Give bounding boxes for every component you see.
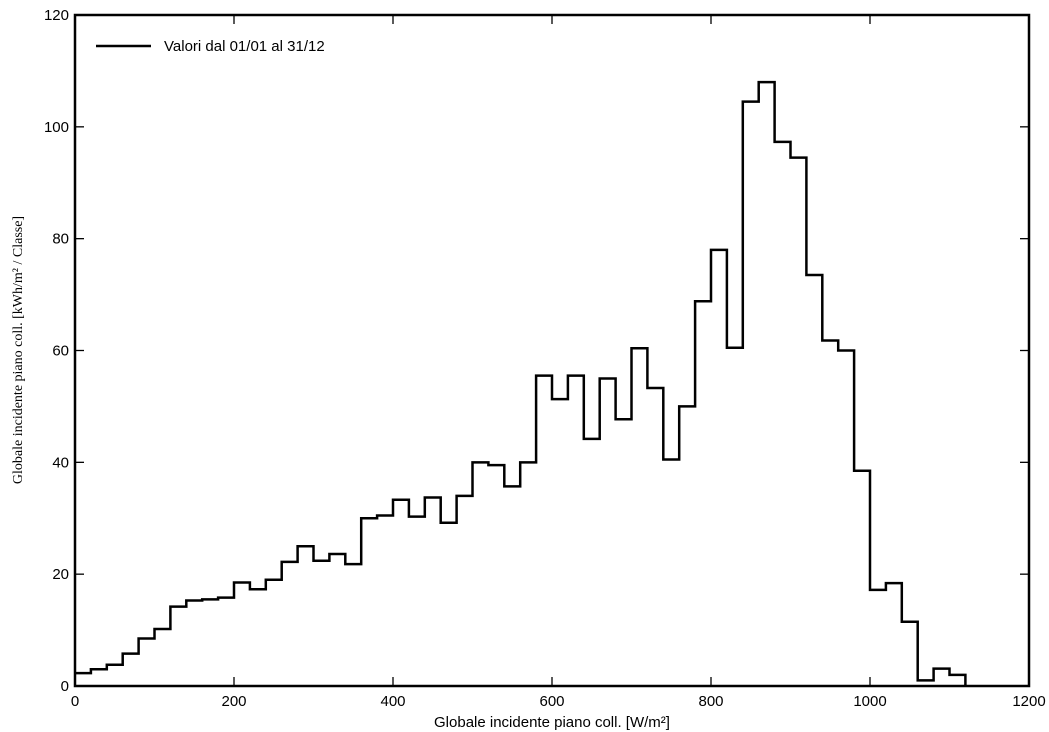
x-tick-label: 0	[71, 693, 79, 710]
y-tick-label: 40	[52, 454, 69, 471]
x-tick-label: 200	[221, 693, 246, 710]
y-tick-label: 80	[52, 231, 69, 248]
legend: Valori dal 01/01 al 31/12	[96, 38, 325, 55]
y-tick-label: 60	[52, 343, 69, 360]
series-histogram-line	[75, 80, 967, 686]
legend-label: Valori dal 01/01 al 31/12	[164, 38, 325, 55]
y-tick-label: 20	[52, 566, 69, 583]
x-tick-label: 400	[380, 693, 405, 710]
y-tick-label: 0	[61, 678, 69, 695]
ticks-layer: 0 200 400 600 800 1000 1200 0 20 40 60 80 100 120	[44, 7, 1046, 710]
plot-area-frame	[73, 13, 1031, 688]
y-tick-label: 100	[44, 119, 69, 136]
x-tick-label: 1200	[1012, 693, 1045, 710]
x-tick-label: 800	[698, 693, 723, 710]
y-axis-label: Globale incidente piano coll. [kWh/m² / …	[11, 216, 26, 484]
y-tick-label: 120	[44, 7, 69, 24]
x-tick-label: 1000	[853, 693, 886, 710]
x-tick-label: 600	[539, 693, 564, 710]
x-axis-label: Globale incidente piano coll. [W/m²]	[434, 714, 670, 731]
